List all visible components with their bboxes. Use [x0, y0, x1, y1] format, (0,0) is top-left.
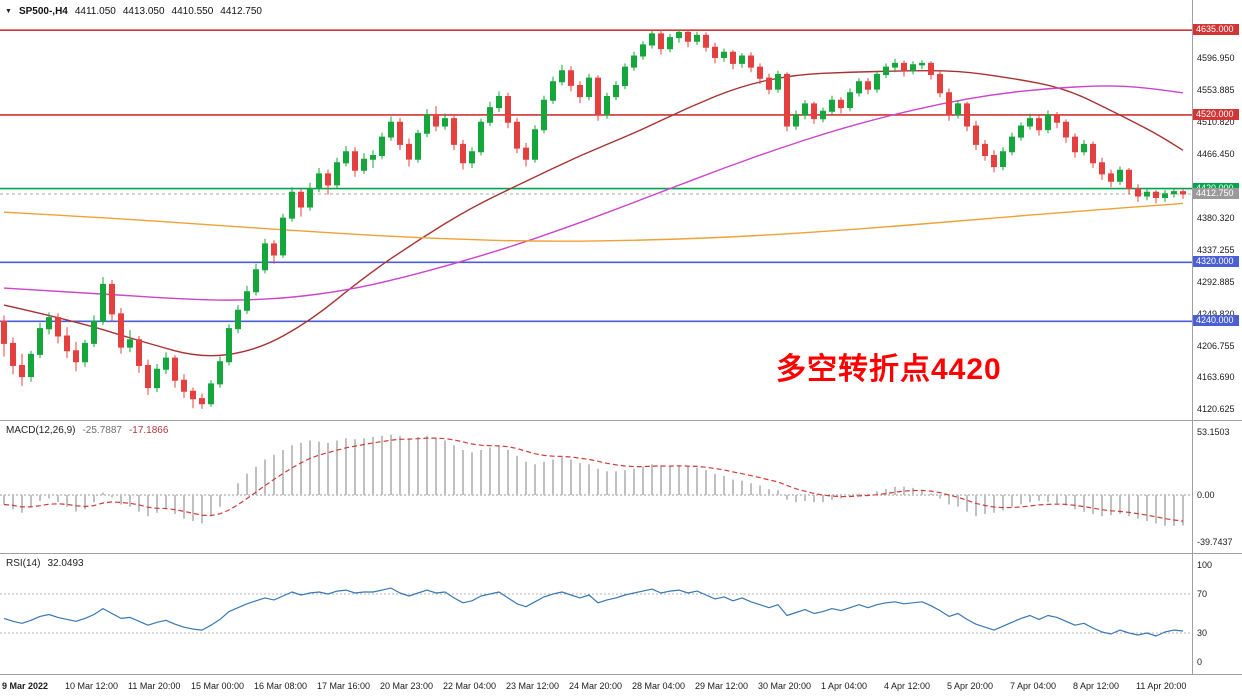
current-price-badge: 4412.750 [1193, 187, 1239, 199]
time-axis[interactable]: 9 Mar 2022 10 Mar 12:00 11 Mar 20:00 15 Mar… [0, 675, 1242, 697]
rsi-value: 32.0493 [47, 558, 84, 569]
price-tick-label: 4510.820 [1197, 116, 1235, 127]
rsi-chart [0, 587, 1192, 637]
price-tick-label: 4596.950 [1197, 53, 1235, 64]
up-candle-bodies [28, 31, 1177, 405]
time-axis-label: 8 Apr 12:00 [1073, 681, 1120, 691]
price-tick-label: 4380.320 [1197, 212, 1235, 223]
ohlc-close-value: 4412.750 [220, 6, 262, 17]
time-axis-label: 5 Apr 20:00 [947, 681, 994, 691]
macd-signal-value: -17.1866 [128, 425, 169, 436]
time-axis-label: 15 Mar 00:00 [191, 681, 245, 691]
ohlc-low-value: 4410.550 [171, 6, 214, 17]
rsi-header: RSI(14) 32.0493 [6, 558, 84, 569]
rsi-tick-label: 70 [1197, 589, 1208, 599]
time-axis-label: 20 Mar 23:00 [380, 681, 434, 691]
price-tick-label: 4206.755 [1197, 340, 1235, 351]
macd-tick-label: 0.00 [1197, 489, 1215, 500]
time-axis-label: 28 Mar 04:00 [632, 681, 686, 691]
rsi-tick-label: 0 [1197, 657, 1203, 668]
rsi-line [3, 587, 1184, 637]
price-level-badge: 4520.000 [1193, 108, 1239, 120]
macd-histogram [3, 434, 1184, 526]
price-tick-label: 4337.255 [1197, 244, 1235, 255]
macd-main-value: -25.7887 [82, 425, 122, 436]
time-axis-label: 11 Apr 20:00 [1136, 681, 1187, 691]
time-axis-label: 10 Mar 12:00 [65, 681, 119, 691]
ma-medium-magenta [3, 85, 1184, 301]
time-axis-label: 9 Mar 2022 [2, 681, 49, 691]
rsi-indicator-label: RSI(14) [6, 558, 41, 569]
rsi-tick-label: 100 [1197, 559, 1213, 570]
time-axis-label: 1 Apr 04:00 [821, 681, 868, 691]
symbol-dropdown-icon[interactable]: ▼ [5, 8, 12, 15]
time-axis-label: 16 Mar 08:00 [254, 681, 308, 691]
macd-signal-line [3, 437, 1184, 522]
time-axis-label: 4 Apr 12:00 [884, 681, 931, 691]
price-level-badge: 4635.000 [1193, 24, 1239, 36]
candlestick-chart[interactable] [0, 0, 1192, 420]
macd-tick-label: 53.1503 [1197, 427, 1230, 438]
rsi-panel[interactable]: RSI(14) 32.0493 [0, 554, 1192, 674]
price-tick-label: 4120.625 [1197, 404, 1235, 415]
macd-tick-label: -39.7437 [1197, 537, 1233, 548]
price-tick-label: 4163.690 [1197, 372, 1235, 383]
up-candle-wicks [30, 29, 1175, 407]
panel-separator[interactable] [0, 674, 1242, 675]
ohlc-high-value: 4413.050 [122, 6, 165, 17]
price-tick-label: 4249.820 [1197, 309, 1235, 320]
macd-indicator-label: MACD(12,26,9) [6, 425, 76, 436]
price-level-badge: 4240.000 [1193, 315, 1239, 327]
price-level-badge: 4320.000 [1193, 256, 1239, 268]
rsi-tick-label: 30 [1197, 628, 1208, 639]
down-candle-bodies [1, 31, 1186, 405]
time-axis-label: 24 Mar 20:00 [569, 681, 623, 691]
time-axis-label: 17 Mar 16:00 [317, 681, 371, 691]
price-tick-label: 4553.885 [1197, 84, 1235, 95]
panel-separator[interactable] [0, 420, 1242, 421]
time-axis-label: 22 Mar 04:00 [443, 681, 497, 691]
time-axis-label: 29 Mar 12:00 [695, 681, 749, 691]
price-axis[interactable]: 4596.950 4553.885 4510.820 4466.450 4380.320… [1192, 0, 1241, 420]
ma-fast-darkred [3, 70, 1184, 357]
price-tick-label: 4292.885 [1197, 277, 1235, 288]
time-axis-label: 30 Mar 20:00 [758, 681, 812, 691]
panel-separator[interactable] [0, 553, 1242, 554]
ma-slow-orange [3, 202, 1184, 242]
macd-header: MACD(12,26,9) -25.7887 -17.1866 [6, 425, 168, 436]
macd-axis[interactable]: 53.1503 0.00 -39.7437 [1192, 421, 1241, 553]
chart-annotation-text[interactable]: 多空转折点4420 [776, 353, 1002, 386]
time-axis-label: 7 Apr 04:00 [1010, 681, 1057, 691]
time-axis-label: 23 Mar 12:00 [506, 681, 560, 691]
macd-panel[interactable]: MACD(12,26,9) -25.7887 -17.1866 [0, 421, 1192, 553]
price-tick-label: 4466.450 [1197, 149, 1235, 160]
price-chart-panel[interactable]: ▼ SP500-,H4 4411.050 4413.050 4410.550 4… [0, 0, 1192, 420]
chart-header: ▼ SP500-,H4 4411.050 4413.050 4410.550 4… [5, 6, 262, 17]
time-axis-label: 11 Mar 20:00 [128, 681, 181, 691]
ohlc-open-value: 4411.050 [74, 6, 116, 17]
macd-chart [0, 434, 1192, 526]
rsi-axis[interactable]: 100 70 30 0 [1192, 554, 1241, 674]
symbol-timeframe-label: SP500-,H4 [18, 6, 68, 17]
